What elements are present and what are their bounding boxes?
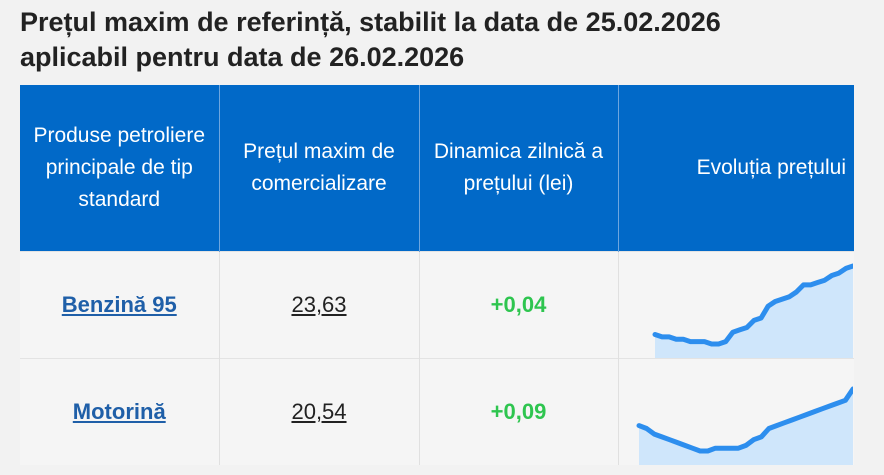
max-price: 20,54 <box>291 399 347 424</box>
product-link-benzina-95[interactable]: Benzină 95 <box>61 292 177 317</box>
daily-change: +0,09 <box>490 399 547 424</box>
title-line-1: Prețul maxim de referință, stabilit la d… <box>20 7 721 37</box>
daily-change: +0,04 <box>490 292 547 317</box>
price-sparkline <box>636 386 853 465</box>
price-table: Produse petroliere principale de tip sta… <box>20 85 854 465</box>
header-price-evolution-label: Evoluția prețului <box>696 156 846 179</box>
header-price-evolution: Evoluția prețului <box>617 85 854 252</box>
price-sparkline <box>652 263 853 358</box>
table-row: Benzină 95 23,63 +0,04 <box>20 251 854 359</box>
header-daily-change: Dinamica zilnică a prețului (lei) <box>418 85 618 252</box>
page-title: Prețul maxim de referință, stabilit la d… <box>20 5 880 75</box>
sparkline-line <box>636 386 853 454</box>
sparkline-line <box>652 263 853 347</box>
table-row: Motorină 20,54 +0,09 <box>20 358 854 465</box>
header-products: Produse petroliere principale de tip sta… <box>20 85 219 252</box>
table-header-row: Produse petroliere principale de tip sta… <box>20 85 854 252</box>
max-price: 23,63 <box>291 292 347 317</box>
title-line-2: aplicabil pentru data de 26.02.2026 <box>20 42 465 72</box>
header-max-price: Prețul maxim de comercializare <box>218 85 419 252</box>
product-link-motorina[interactable]: Motorină <box>72 399 166 424</box>
sparkline-area <box>638 389 853 465</box>
sparkline-area <box>654 266 853 358</box>
